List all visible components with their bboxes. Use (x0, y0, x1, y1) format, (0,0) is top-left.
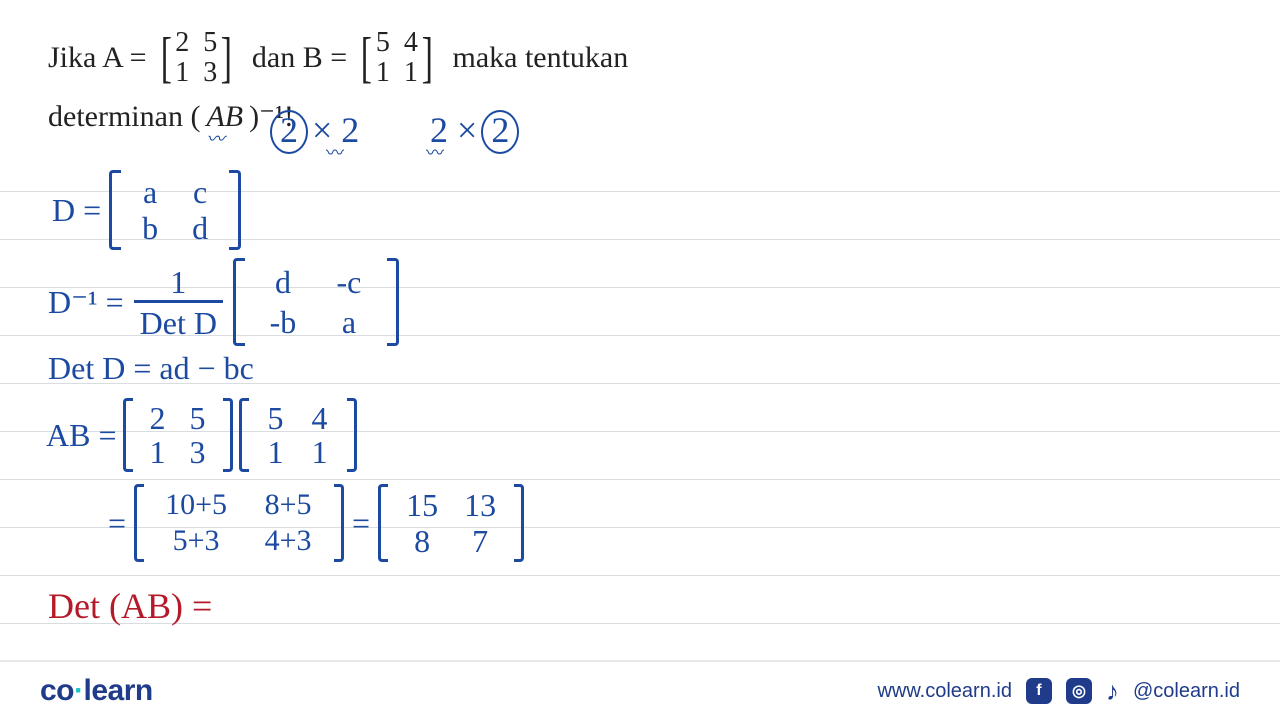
problem-tail: maka tentukan (452, 37, 628, 79)
line-D-def: D = a b c d (52, 170, 241, 250)
footer-right: www.colearn.id f ◎ ♪ @colearn.id (877, 676, 1240, 707)
problem-mid: dan B = (252, 37, 347, 79)
problem-statement: Jika A = [ 21 53 ] dan B = [ 51 41 ] mak… (48, 28, 1232, 138)
brand-logo: co·learn (40, 674, 153, 708)
line-AB-product: AB = 2 1 5 3 5 1 4 1 (46, 398, 357, 472)
problem-line2a: determinan ( (48, 96, 200, 138)
tiktok-icon: ♪ (1106, 676, 1119, 707)
line-D-inverse: D⁻¹ = 1 Det D d -b -c a (48, 258, 399, 346)
content-area: Jika A = [ 21 53 ] dan B = [ 51 41 ] mak… (0, 0, 1280, 138)
whiteboard-page: Jika A = [ 21 53 ] dan B = [ 51 41 ] mak… (0, 0, 1280, 720)
matrix-A: [ 21 53 ] (157, 28, 236, 88)
line-DetAB: Det (AB) = (48, 588, 212, 624)
instagram-icon: ◎ (1066, 678, 1092, 704)
matrix-B: [ 51 41 ] (357, 28, 436, 88)
footer-handle: @colearn.id (1133, 680, 1240, 703)
footer-url: www.colearn.id (877, 680, 1012, 703)
dim-annotation-right: 2 ×2 〰 (430, 110, 519, 154)
problem-lead: Jika A = (48, 37, 147, 79)
problem-AB: AB (206, 96, 243, 138)
line-AB-result: = 10+5 5+3 8+5 4+3 = 15 8 13 7 (108, 484, 524, 562)
footer-bar: co·learn www.colearn.id f ◎ ♪ @colearn.i… (0, 660, 1280, 720)
facebook-icon: f (1026, 678, 1052, 704)
dim-annotation-left: 2× 2 〰 (270, 110, 359, 154)
line-DetD: Det D = ad − bc (48, 352, 254, 384)
